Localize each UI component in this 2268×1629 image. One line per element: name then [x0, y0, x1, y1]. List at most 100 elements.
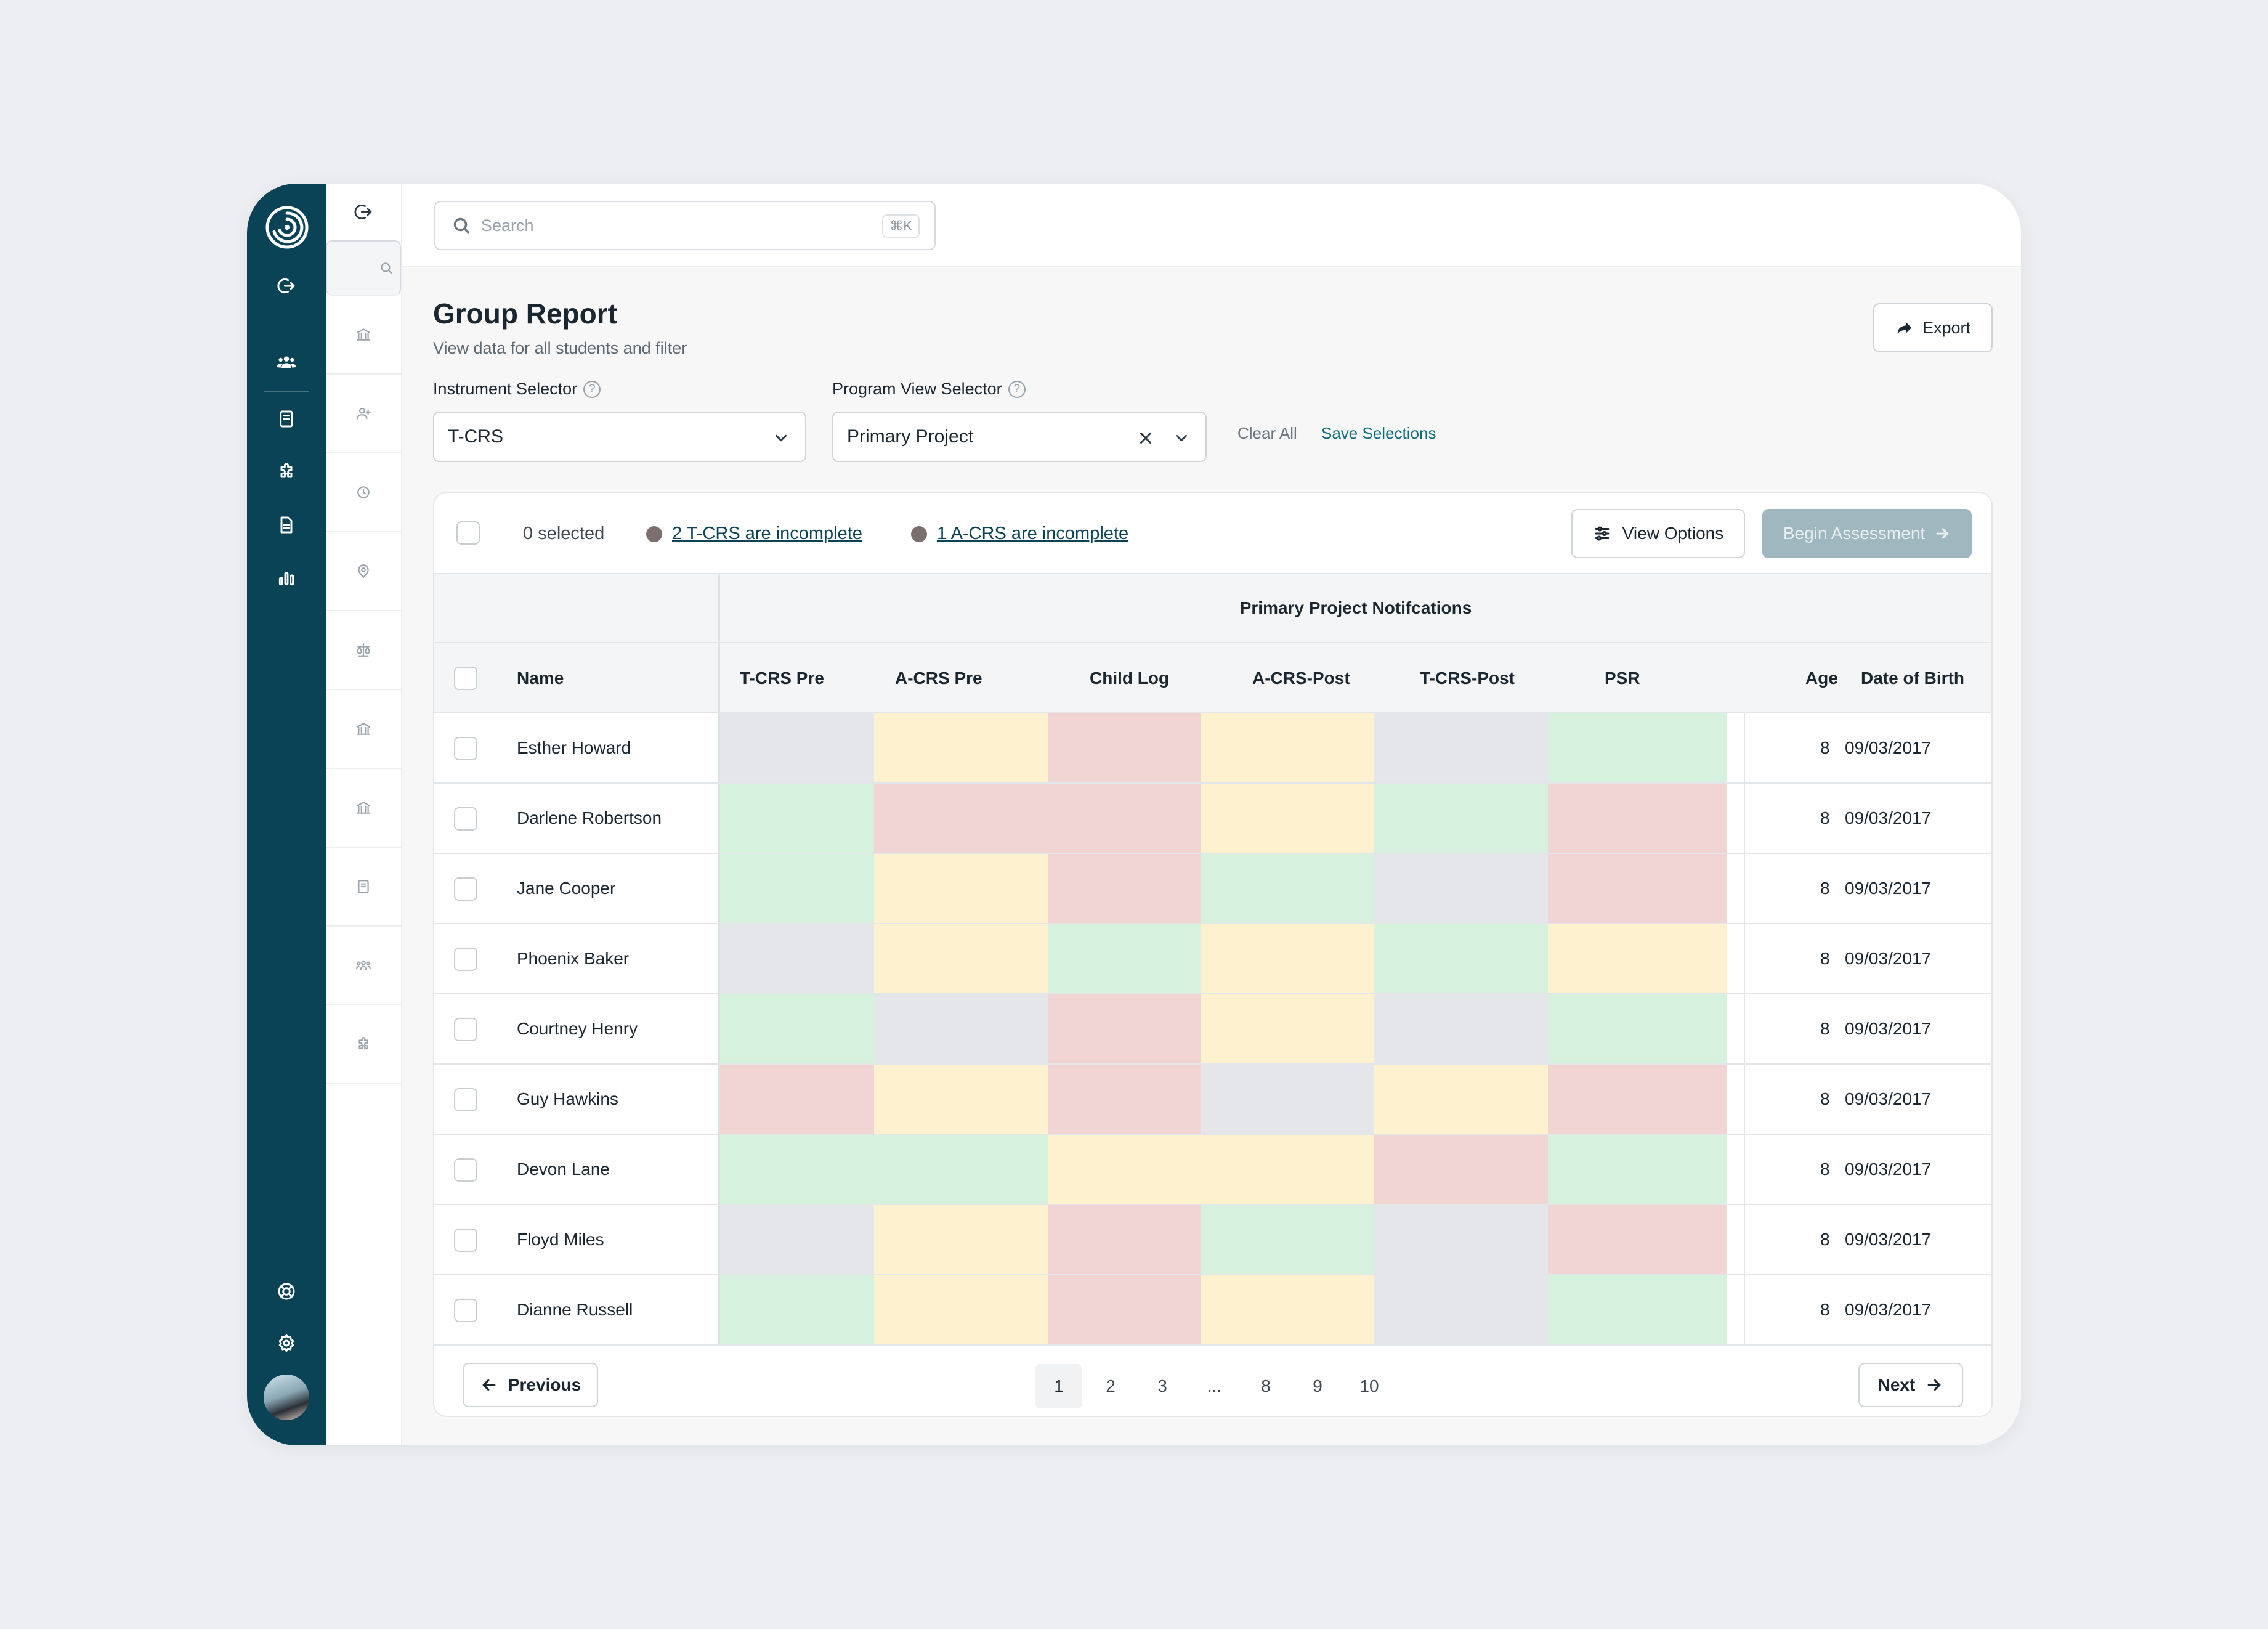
acrs-incomplete-link[interactable]: 1 A-CRS are incomplete: [911, 524, 1128, 544]
row-checkbox[interactable]: [454, 737, 477, 760]
tcrs-incomplete-link[interactable]: 2 T-CRS are incomplete: [646, 524, 862, 544]
status-cell[interactable]: [1374, 854, 1548, 923]
status-cell[interactable]: [1048, 924, 1201, 993]
status-cell[interactable]: [874, 994, 1048, 1063]
student-name[interactable]: Jane Cooper: [517, 879, 616, 898]
status-cell[interactable]: [1548, 1065, 1727, 1134]
location-pin-icon[interactable]: [326, 532, 401, 611]
scale-icon[interactable]: [326, 611, 401, 690]
group-icon[interactable]: [326, 927, 401, 1005]
brand-logo-icon[interactable]: [265, 206, 309, 249]
student-name[interactable]: Dianne Russell: [517, 1300, 633, 1319]
row-checkbox[interactable]: [454, 1088, 477, 1111]
status-cell[interactable]: [720, 1065, 874, 1134]
search-input[interactable]: Search ⌘K: [434, 201, 936, 250]
status-cell[interactable]: [1374, 1205, 1548, 1274]
row-checkbox[interactable]: [454, 1299, 477, 1322]
page-number[interactable]: 9: [1313, 1376, 1322, 1395]
previous-page-button[interactable]: Previous: [463, 1363, 598, 1407]
status-cell[interactable]: [720, 713, 874, 782]
column-header[interactable]: Child Log: [1090, 668, 1170, 688]
status-cell[interactable]: [1374, 1135, 1548, 1204]
status-cell[interactable]: [1201, 713, 1374, 782]
support-icon[interactable]: [269, 1274, 304, 1309]
status-cell[interactable]: [1048, 1275, 1201, 1344]
table-row[interactable]: Dianne Russell 8 09/03/2017: [434, 1275, 1991, 1346]
status-cell[interactable]: [1048, 1135, 1201, 1204]
status-cell[interactable]: [720, 854, 874, 923]
student-name[interactable]: Courtney Henry: [517, 1019, 638, 1038]
student-name[interactable]: Darlene Robertson: [517, 808, 662, 827]
student-name[interactable]: Devon Lane: [517, 1160, 610, 1179]
student-name[interactable]: Guy Hawkins: [517, 1089, 618, 1108]
select-all-checkbox[interactable]: [456, 521, 480, 545]
program-select[interactable]: Primary Project: [832, 412, 1207, 462]
puzzle-piece-icon[interactable]: [326, 1005, 401, 1084]
page-number[interactable]: 1: [1035, 1364, 1082, 1408]
table-row[interactable]: Darlene Robertson 8 09/03/2017: [434, 784, 1991, 854]
table-row[interactable]: Phoenix Baker 8 09/03/2017: [434, 924, 1991, 994]
students-icon[interactable]: [269, 345, 304, 380]
column-header[interactable]: PSR: [1605, 668, 1640, 688]
column-header[interactable]: T-CRS Pre: [740, 668, 824, 688]
search-icon[interactable]: [326, 240, 401, 296]
status-cell[interactable]: [1548, 994, 1727, 1063]
row-checkbox[interactable]: [454, 1158, 477, 1182]
row-checkbox[interactable]: [454, 1018, 477, 1041]
column-header[interactable]: A-CRS-Post: [1252, 668, 1350, 688]
save-selections-link[interactable]: Save Selections: [1321, 424, 1436, 442]
student-name[interactable]: Floyd Miles: [517, 1230, 604, 1249]
begin-assessment-button[interactable]: Begin Assessment: [1762, 509, 1972, 558]
institution-icon[interactable]: [326, 769, 401, 848]
column-header[interactable]: Name: [517, 668, 564, 688]
status-cell[interactable]: [1048, 854, 1201, 923]
add-user-icon[interactable]: [326, 375, 401, 453]
status-cell[interactable]: [1548, 713, 1727, 782]
help-icon[interactable]: ?: [1008, 380, 1026, 398]
user-avatar[interactable]: [262, 1373, 311, 1422]
status-cell[interactable]: [1201, 1135, 1374, 1204]
status-cell[interactable]: [1374, 713, 1548, 782]
clear-selection-icon[interactable]: [1136, 429, 1155, 447]
status-cell[interactable]: [1548, 1135, 1727, 1204]
instrument-select[interactable]: T-CRS: [433, 412, 806, 462]
status-cell[interactable]: [874, 1135, 1048, 1204]
bar-chart-icon[interactable]: [269, 561, 304, 595]
status-cell[interactable]: [1548, 854, 1727, 923]
status-cell[interactable]: [1374, 1275, 1548, 1344]
status-cell[interactable]: [720, 1135, 874, 1204]
clock-icon[interactable]: [326, 453, 401, 532]
clear-all-link[interactable]: Clear All: [1237, 424, 1297, 442]
table-row[interactable]: Esther Howard 8 09/03/2017: [434, 713, 1991, 784]
school-icon[interactable]: [326, 296, 401, 375]
export-button[interactable]: Export: [1873, 303, 1993, 352]
row-checkbox[interactable]: [454, 807, 477, 831]
status-cell[interactable]: [1374, 1065, 1548, 1134]
status-cell[interactable]: [1201, 1205, 1374, 1274]
document-icon[interactable]: [269, 508, 304, 542]
status-cell[interactable]: [1201, 784, 1374, 853]
status-cell[interactable]: [874, 924, 1048, 993]
header-checkbox[interactable]: [454, 667, 477, 690]
row-checkbox[interactable]: [454, 1229, 477, 1252]
status-cell[interactable]: [1201, 1065, 1374, 1134]
status-cell[interactable]: [720, 1205, 874, 1274]
expand-panel-icon[interactable]: [326, 184, 401, 240]
status-cell[interactable]: [1548, 1205, 1727, 1274]
status-cell[interactable]: [720, 994, 874, 1063]
status-cell[interactable]: [1374, 994, 1548, 1063]
row-checkbox[interactable]: [454, 948, 477, 971]
status-cell[interactable]: [874, 713, 1048, 782]
status-cell[interactable]: [1048, 713, 1201, 782]
student-name[interactable]: Esther Howard: [517, 738, 631, 757]
status-cell[interactable]: [1048, 784, 1201, 853]
status-cell[interactable]: [1548, 1275, 1727, 1344]
row-checkbox[interactable]: [454, 877, 477, 901]
status-cell[interactable]: [874, 784, 1048, 853]
status-cell[interactable]: [1048, 1205, 1201, 1274]
status-cell[interactable]: [720, 784, 874, 853]
column-header[interactable]: Date of Birth: [1861, 668, 1964, 688]
status-cell[interactable]: [1048, 994, 1201, 1063]
help-icon[interactable]: ?: [583, 380, 601, 398]
page-number[interactable]: 8: [1261, 1376, 1271, 1395]
